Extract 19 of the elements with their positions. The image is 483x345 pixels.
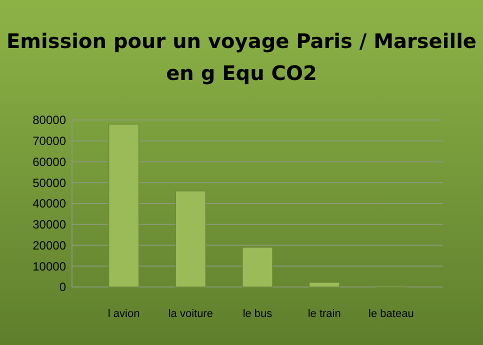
chart-title: Emission pour un voyage Paris / Marseille en g Equ CO2 [6, 29, 477, 85]
x-tick-label: le bus [242, 308, 273, 320]
bar [242, 246, 273, 288]
x-tick-label: la voiture [168, 308, 213, 320]
x-tick-label: le train [308, 308, 341, 320]
y-tick-label: 20000 [32, 238, 66, 252]
y-tick-label: 50000 [32, 176, 66, 190]
y-tick-label: 10000 [32, 259, 66, 274]
bar [175, 190, 206, 288]
bar [308, 282, 340, 288]
y-tick-label: 60000 [32, 154, 66, 169]
y-tick-label: 30000 [32, 218, 66, 232]
y-tick-label: 40000 [32, 196, 66, 211]
y-tick-label: 70000 [32, 134, 66, 148]
bar [108, 124, 140, 288]
x-tick-label: le bateau [368, 308, 414, 320]
x-tick-label: l avion [108, 308, 140, 320]
y-tick-label: 80000 [32, 113, 66, 128]
y-tick-label: 0 [59, 280, 66, 294]
